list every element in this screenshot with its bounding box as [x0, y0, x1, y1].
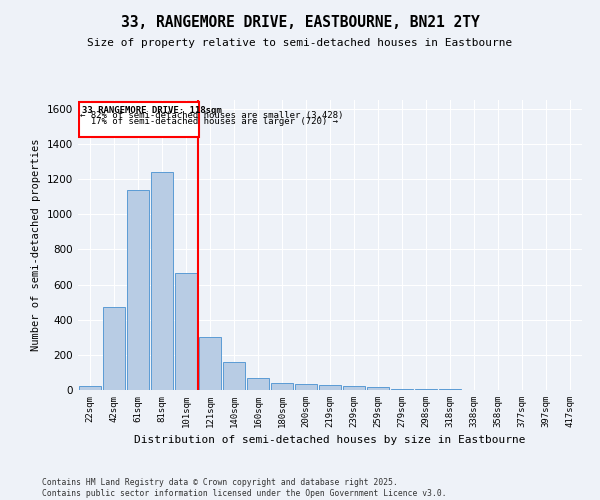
Text: 33, RANGEMORE DRIVE, EASTBOURNE, BN21 2TY: 33, RANGEMORE DRIVE, EASTBOURNE, BN21 2T…	[121, 15, 479, 30]
Bar	[175, 273, 197, 390]
Bar	[367, 388, 389, 390]
Bar	[247, 378, 269, 390]
Bar	[391, 388, 413, 390]
Text: Size of property relative to semi-detached houses in Eastbourne: Size of property relative to semi-detach…	[88, 38, 512, 48]
Bar	[319, 384, 341, 390]
Bar	[151, 172, 173, 390]
Y-axis label: Number of semi-detached properties: Number of semi-detached properties	[31, 138, 41, 352]
Bar	[127, 190, 149, 390]
X-axis label: Distribution of semi-detached houses by size in Eastbourne: Distribution of semi-detached houses by …	[134, 436, 526, 446]
Text: 33 RANGEMORE DRIVE: 118sqm: 33 RANGEMORE DRIVE: 118sqm	[82, 106, 222, 114]
Bar	[223, 362, 245, 390]
Bar	[199, 338, 221, 390]
Bar	[79, 102, 199, 137]
Bar	[295, 384, 317, 390]
Bar	[271, 383, 293, 390]
Text: 17% of semi-detached houses are larger (720) →: 17% of semi-detached houses are larger (…	[80, 117, 338, 126]
Bar	[343, 386, 365, 390]
Text: ← 82% of semi-detached houses are smaller (3,428): ← 82% of semi-detached houses are smalle…	[80, 112, 344, 120]
Text: Contains HM Land Registry data © Crown copyright and database right 2025.
Contai: Contains HM Land Registry data © Crown c…	[42, 478, 446, 498]
Bar	[103, 308, 125, 390]
Bar	[79, 386, 101, 390]
Bar	[415, 389, 437, 390]
